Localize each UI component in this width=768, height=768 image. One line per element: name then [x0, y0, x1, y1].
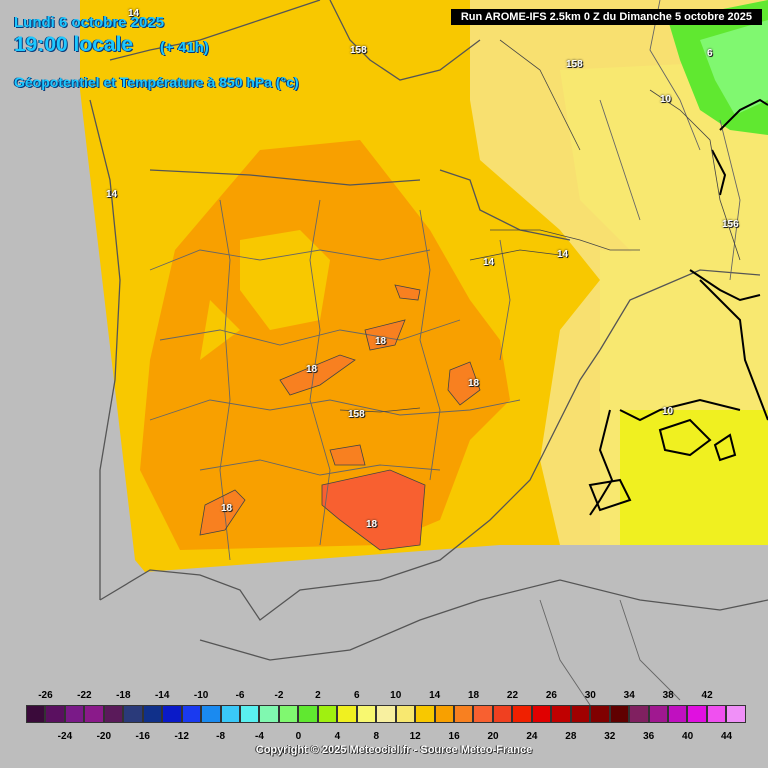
isotherm-label: 14 — [128, 8, 140, 19]
legend-label: 24 — [526, 731, 538, 742]
legend-swatch — [629, 705, 649, 723]
legend-label: 28 — [565, 731, 577, 742]
legend-swatch — [259, 705, 279, 723]
legend-label: 30 — [584, 690, 596, 701]
isotherm-label: 10 — [660, 94, 672, 105]
legend-swatch — [570, 705, 591, 723]
isohypse-label: 158 — [566, 59, 583, 70]
isotherm-label: 18 — [375, 336, 387, 347]
legend-label: -8 — [216, 731, 226, 742]
legend-label: 22 — [506, 690, 519, 701]
forecast-offset: (+ 41h) — [160, 39, 209, 56]
legend-label: 36 — [643, 731, 655, 742]
legend-label: 4 — [334, 731, 341, 742]
legend-label: -2 — [274, 690, 284, 701]
legend-swatch — [395, 705, 416, 723]
legend-swatch — [64, 705, 85, 723]
legend-label: 32 — [604, 731, 616, 742]
legend-swatch — [84, 705, 104, 723]
legend-swatch — [376, 705, 396, 723]
legend-label: -20 — [96, 731, 112, 742]
legend-swatch — [278, 705, 299, 723]
legend-label: -18 — [116, 690, 131, 701]
legend-label: 44 — [720, 731, 733, 742]
legend-label: -24 — [57, 731, 73, 742]
legend-swatch — [609, 705, 630, 723]
isotherm-label: 14 — [483, 257, 495, 268]
legend-label: -14 — [154, 690, 170, 701]
legend-swatch — [687, 705, 707, 723]
legend-swatch — [45, 705, 65, 723]
legend-swatch — [726, 705, 746, 723]
legend-label: -22 — [77, 690, 92, 701]
legend-label: -12 — [174, 731, 189, 742]
legend-swatch — [648, 705, 668, 723]
isotherm-label: 18 — [221, 503, 233, 514]
legend-swatch — [453, 705, 474, 723]
legend-label: 12 — [409, 731, 421, 742]
legend-label: 38 — [662, 690, 674, 701]
legend-label: 34 — [623, 690, 635, 701]
legend-swatch — [337, 705, 357, 723]
legend-swatch — [492, 705, 513, 723]
legend-label: 40 — [682, 731, 694, 742]
legend-label: 26 — [545, 690, 557, 701]
legend-swatch — [356, 705, 377, 723]
legend-label: 42 — [701, 690, 713, 701]
legend-label: 18 — [468, 690, 480, 701]
isotherm-label: 18 — [306, 364, 318, 375]
legend-swatch — [103, 705, 124, 723]
legend-swatch — [239, 705, 260, 723]
run-info-banner: Run AROME-IFS 2.5km 0 Z du Dimanche 5 oc… — [450, 9, 762, 25]
legend-swatch — [551, 705, 571, 723]
legend-label: 0 — [295, 731, 302, 742]
isotherm-label: 6 — [707, 48, 713, 59]
legend-swatch — [201, 705, 221, 723]
forecast-date: Lundi 6 octobre 2025 — [14, 14, 165, 31]
legend-label: -16 — [135, 731, 150, 742]
isotherm-label: 18 — [366, 519, 378, 530]
legend-swatch — [415, 705, 435, 723]
legend-swatch — [298, 705, 318, 723]
legend-swatch — [706, 705, 727, 723]
legend-swatch — [590, 705, 610, 723]
isotherm-label: 14 — [557, 249, 569, 260]
legend-swatch — [142, 705, 163, 723]
legend-swatch — [162, 705, 182, 723]
isohypse-label: 158 — [350, 45, 367, 56]
legend-swatch — [434, 705, 454, 723]
forecast-time: 19:00 locale — [14, 33, 134, 56]
legend-label: 14 — [429, 690, 441, 701]
legend-swatch — [667, 705, 688, 723]
legend-label: -6 — [235, 690, 245, 701]
legend-swatch — [317, 705, 338, 723]
copyright: Copyright © 2025 Meteociel.fr - Source M… — [255, 744, 533, 756]
parameter-title: Géopotentiel et Température à 850 hPa (°… — [14, 74, 299, 90]
legend-swatch — [123, 705, 143, 723]
legend-label: -26 — [38, 690, 53, 701]
legend-swatch — [220, 705, 240, 723]
legend-label: 20 — [487, 731, 499, 742]
isohypse-label: 156 — [722, 219, 739, 230]
isohypse-label: 158 — [348, 409, 365, 420]
isotherm-label: 10 — [662, 406, 674, 417]
temperature-legend — [26, 705, 746, 725]
isotherm-label: 14 — [106, 189, 118, 200]
legend-swatch — [531, 705, 552, 723]
legend-swatch — [26, 705, 46, 723]
legend-label: 6 — [354, 690, 360, 701]
legend-label: 16 — [448, 731, 460, 742]
isotherm-label: 18 — [468, 378, 480, 389]
legend-swatch — [181, 705, 202, 723]
legend-label: -10 — [193, 690, 209, 701]
legend-label: 10 — [390, 690, 402, 701]
legend-label: 8 — [373, 731, 380, 742]
legend-swatch — [512, 705, 532, 723]
legend-label: -4 — [255, 731, 264, 742]
legend-swatch — [473, 705, 493, 723]
legend-label: 2 — [315, 690, 321, 701]
